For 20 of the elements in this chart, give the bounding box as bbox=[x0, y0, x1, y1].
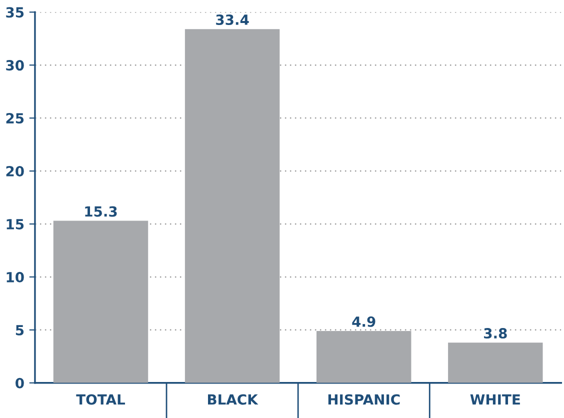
y-tick-label: 10 bbox=[6, 272, 24, 282]
y-tick-label: 15 bbox=[6, 219, 24, 230]
y-tick-label: 30 bbox=[6, 60, 24, 71]
data-label: 4.9 bbox=[352, 316, 376, 327]
y-tick-label: 25 bbox=[6, 113, 24, 124]
x-tick-label: BLACK bbox=[208, 394, 258, 405]
data-label: 3.8 bbox=[484, 328, 507, 339]
x-tick-label: HISPANIC bbox=[328, 394, 400, 405]
bar bbox=[53, 220, 148, 383]
x-tick-label: WHITE bbox=[470, 394, 520, 405]
x-tick-label: TOTAL bbox=[76, 394, 125, 405]
data-label: 33.4 bbox=[216, 14, 249, 25]
y-tick-label: 20 bbox=[6, 166, 24, 176]
y-tick-label: 0 bbox=[16, 378, 24, 388]
y-tick-label: 35 bbox=[6, 7, 24, 18]
y-tick-label: 5 bbox=[16, 325, 24, 336]
bar bbox=[316, 330, 412, 383]
bar bbox=[448, 342, 543, 383]
bar bbox=[184, 29, 280, 383]
data-label: 15.3 bbox=[85, 206, 117, 217]
